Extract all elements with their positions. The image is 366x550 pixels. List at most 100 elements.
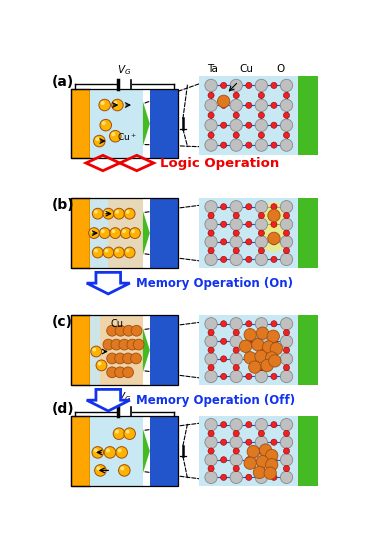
- Circle shape: [239, 340, 252, 353]
- Circle shape: [260, 202, 288, 229]
- Bar: [90, 316, 143, 385]
- Circle shape: [280, 99, 293, 112]
- Circle shape: [126, 430, 130, 433]
- Circle shape: [221, 474, 227, 480]
- Circle shape: [107, 326, 117, 336]
- Circle shape: [258, 430, 265, 437]
- Circle shape: [280, 119, 293, 131]
- Circle shape: [233, 112, 239, 118]
- Circle shape: [269, 355, 281, 367]
- Text: Cu: Cu: [239, 64, 254, 74]
- Circle shape: [233, 132, 239, 138]
- Circle shape: [261, 359, 273, 372]
- Polygon shape: [143, 211, 150, 255]
- Circle shape: [115, 353, 126, 364]
- Circle shape: [246, 239, 252, 245]
- Circle shape: [221, 82, 227, 89]
- Circle shape: [205, 99, 217, 112]
- Bar: [90, 199, 143, 268]
- Circle shape: [99, 99, 111, 111]
- Circle shape: [255, 253, 268, 266]
- Circle shape: [246, 142, 252, 148]
- Circle shape: [205, 318, 217, 330]
- Circle shape: [256, 327, 269, 339]
- Bar: [199, 76, 318, 155]
- Circle shape: [110, 228, 121, 239]
- Circle shape: [267, 330, 279, 343]
- Circle shape: [246, 221, 252, 227]
- Circle shape: [208, 230, 214, 236]
- Circle shape: [246, 439, 252, 446]
- Circle shape: [280, 236, 293, 248]
- Circle shape: [271, 256, 277, 262]
- Circle shape: [133, 339, 144, 350]
- Circle shape: [271, 474, 277, 480]
- Circle shape: [271, 142, 277, 148]
- Text: (a): (a): [51, 75, 74, 89]
- Circle shape: [230, 79, 242, 92]
- Circle shape: [208, 132, 214, 138]
- Circle shape: [208, 365, 214, 371]
- Circle shape: [221, 102, 227, 108]
- Circle shape: [126, 210, 130, 214]
- Circle shape: [280, 335, 293, 348]
- Circle shape: [113, 208, 124, 219]
- Circle shape: [255, 335, 268, 348]
- Circle shape: [94, 210, 98, 214]
- Circle shape: [221, 122, 227, 128]
- Circle shape: [283, 212, 290, 218]
- Bar: [90, 316, 100, 385]
- Circle shape: [230, 318, 242, 330]
- Circle shape: [246, 422, 252, 428]
- Circle shape: [271, 422, 277, 428]
- Circle shape: [255, 436, 268, 448]
- Circle shape: [280, 353, 293, 365]
- Circle shape: [233, 248, 239, 254]
- Circle shape: [208, 448, 214, 454]
- Circle shape: [271, 356, 277, 362]
- Circle shape: [283, 112, 290, 118]
- Circle shape: [104, 447, 116, 458]
- Circle shape: [280, 218, 293, 230]
- Circle shape: [255, 79, 268, 92]
- Circle shape: [101, 229, 105, 233]
- Circle shape: [283, 365, 290, 371]
- Circle shape: [270, 343, 283, 355]
- Circle shape: [280, 454, 293, 466]
- Polygon shape: [87, 272, 130, 294]
- Circle shape: [100, 119, 112, 131]
- Text: (c): (c): [51, 316, 72, 329]
- Circle shape: [92, 247, 103, 258]
- Circle shape: [221, 204, 227, 210]
- Circle shape: [115, 430, 119, 433]
- Circle shape: [115, 249, 119, 252]
- Circle shape: [283, 430, 290, 437]
- Circle shape: [119, 465, 130, 476]
- Bar: [150, 89, 178, 158]
- Circle shape: [123, 367, 134, 378]
- Circle shape: [271, 456, 277, 463]
- Bar: [298, 316, 318, 385]
- Circle shape: [283, 465, 290, 472]
- Circle shape: [246, 356, 252, 362]
- Circle shape: [244, 457, 256, 469]
- Circle shape: [230, 119, 242, 131]
- Circle shape: [208, 248, 214, 254]
- Circle shape: [280, 436, 293, 448]
- Circle shape: [221, 373, 227, 380]
- Circle shape: [258, 248, 265, 254]
- Circle shape: [113, 101, 117, 105]
- Circle shape: [271, 439, 277, 446]
- Text: Logic Operation: Logic Operation: [160, 157, 279, 169]
- Circle shape: [246, 102, 252, 108]
- Circle shape: [221, 239, 227, 245]
- Circle shape: [283, 230, 290, 236]
- Circle shape: [230, 99, 242, 112]
- Circle shape: [111, 339, 122, 350]
- Circle shape: [117, 448, 122, 453]
- Circle shape: [205, 119, 217, 131]
- Circle shape: [205, 436, 217, 448]
- Circle shape: [105, 210, 108, 214]
- Circle shape: [115, 326, 126, 336]
- Circle shape: [89, 228, 100, 239]
